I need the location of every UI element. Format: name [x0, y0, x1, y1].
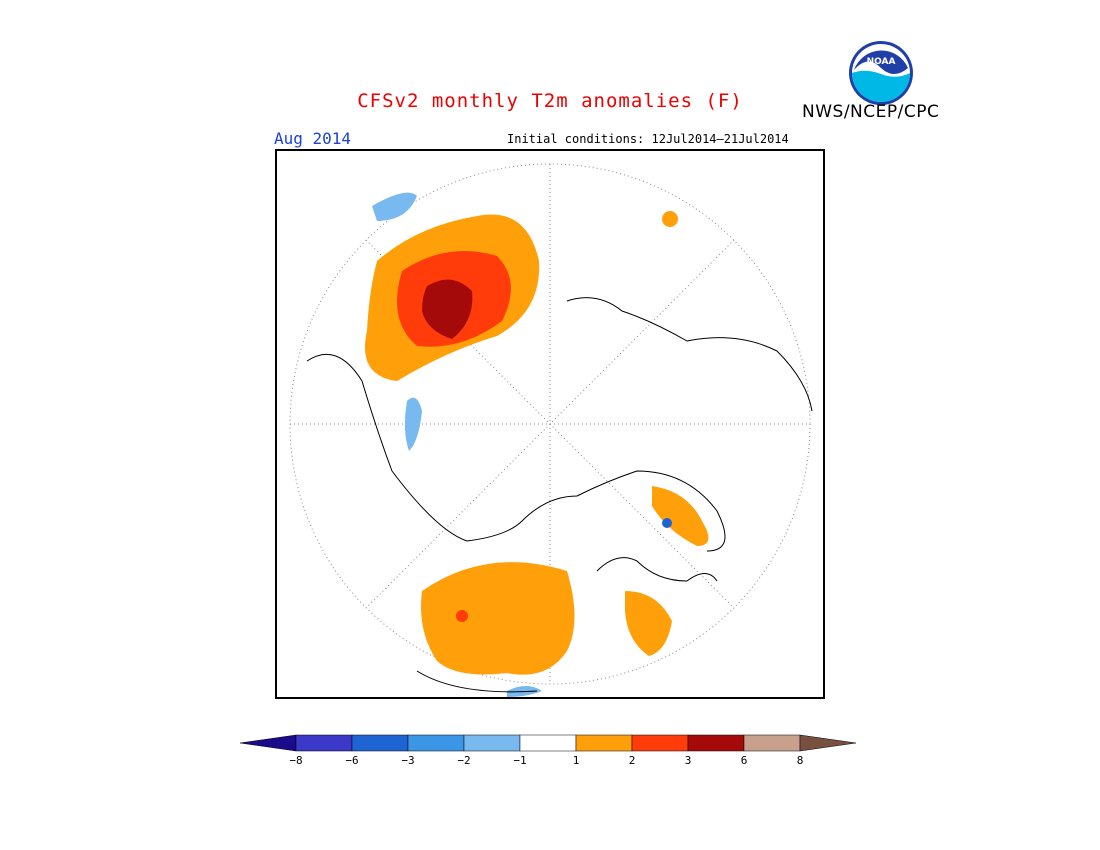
colorbar-segment [799, 734, 857, 752]
coastline [306, 353, 726, 552]
colorbar-label: 6 [740, 754, 748, 767]
polar-map-svg [289, 163, 813, 697]
colorbar-segment [519, 734, 577, 752]
colorbar-segment [239, 734, 297, 752]
north-atlantic-cool-anomaly [372, 192, 417, 221]
colorbar-label: 3 [684, 754, 692, 767]
colorbar-label: 1 [572, 754, 580, 767]
colorbar-label: −3 [401, 754, 415, 767]
polar-map [275, 149, 825, 699]
colorbar-segment [463, 734, 521, 752]
coastline [566, 297, 813, 412]
colorbar-label: 2 [628, 754, 636, 767]
noaa-logo: NOAA [848, 40, 914, 106]
small-hot-anomaly [456, 610, 468, 622]
organization-label: NWS/NCEP/CPC [802, 102, 940, 122]
canada-warm-anomaly [625, 591, 672, 656]
colorbar-label: −8 [289, 754, 303, 767]
colorbar [239, 733, 862, 753]
colorbar-segment [575, 734, 633, 752]
colorbar-label: 8 [796, 754, 804, 767]
colorbar-segment [687, 734, 745, 752]
scandinavia-cool-anomaly [404, 397, 422, 451]
colorbar-segment [631, 734, 689, 752]
colorbar-svg [239, 734, 857, 752]
eurasia-very-hot-anomaly [422, 279, 473, 339]
north-america-warm-anomaly [421, 562, 575, 675]
colorbar-segment [295, 734, 353, 752]
valid-month: Aug 2014 [274, 129, 352, 148]
initial-conditions: Initial conditions: 12Jul2014–21Jul2014 [507, 132, 789, 146]
greenland-warm-anomaly [652, 486, 709, 546]
colorbar-segment [407, 734, 465, 752]
greenland-cool-spot [662, 518, 672, 528]
colorbar-segment [743, 734, 801, 752]
meridian-line [365, 239, 735, 609]
colorbar-segment [351, 734, 409, 752]
map-title: CFSv2 monthly T2m anomalies (F) [357, 90, 743, 112]
colorbar-label: −1 [513, 754, 527, 767]
small-warm-anomaly [662, 211, 678, 227]
colorbar-label: −6 [345, 754, 359, 767]
colorbar-label: −2 [457, 754, 471, 767]
coastline [596, 557, 718, 582]
coastline [416, 670, 538, 693]
noaa-logo-text: NOAA [867, 57, 896, 67]
